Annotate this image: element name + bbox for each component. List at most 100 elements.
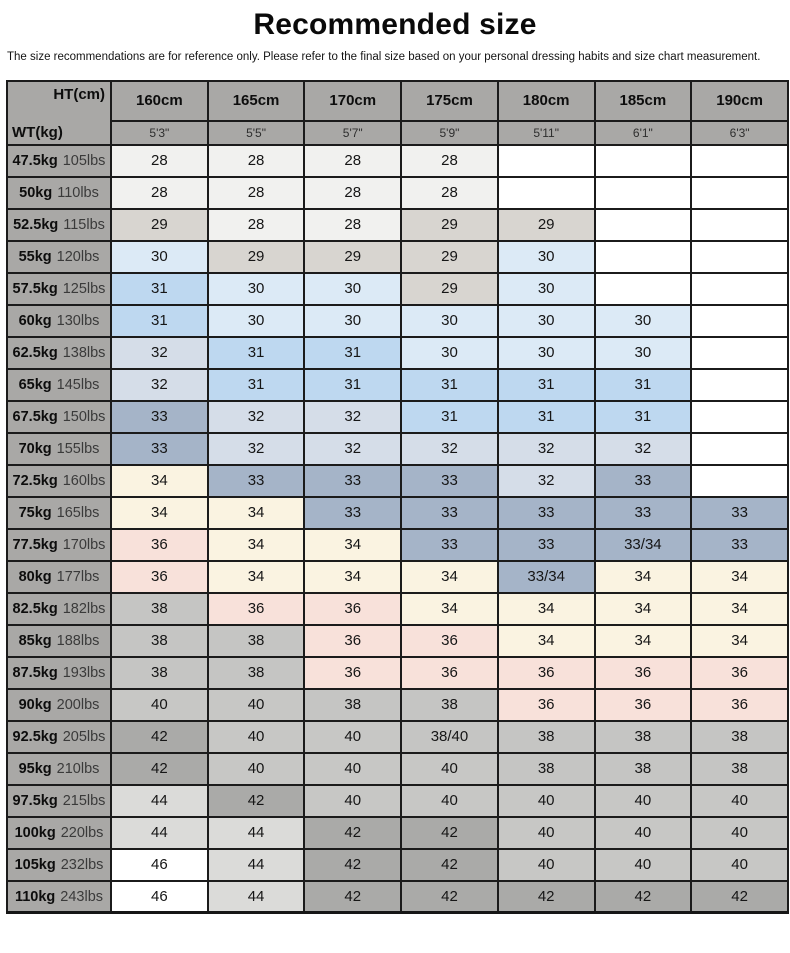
table-row: 80kg 177lbs 36 34 34 34 33/34 34 34 bbox=[6, 559, 789, 594]
table-row: 90kg 200lbs 40 40 38 38 36 36 36 bbox=[6, 687, 789, 722]
height-header-ft: 6'3" bbox=[690, 119, 789, 146]
size-cell: 40 bbox=[303, 783, 403, 818]
size-cell: 32 bbox=[400, 431, 499, 466]
height-header-cm: 180cm bbox=[496, 79, 596, 122]
weight-kg: 70kg bbox=[18, 440, 52, 457]
size-cell: 38 bbox=[690, 719, 789, 754]
empty-cell bbox=[690, 399, 789, 434]
size-cell: 34 bbox=[400, 591, 499, 626]
size-cell: 31 bbox=[400, 399, 499, 434]
size-cell: 31 bbox=[400, 367, 499, 402]
table-row: 97.5kg 215lbs 44 42 40 40 40 40 40 bbox=[6, 783, 789, 818]
size-cell: 34 bbox=[110, 463, 209, 498]
empty-cell bbox=[690, 367, 789, 402]
size-cell: 38 bbox=[110, 655, 209, 690]
size-cell: 42 bbox=[400, 847, 499, 882]
size-cell: 33/34 bbox=[496, 559, 596, 594]
size-cell: 38 bbox=[110, 623, 209, 658]
size-cell: 31 bbox=[110, 271, 209, 306]
weight-lbs: 170lbs bbox=[62, 536, 106, 553]
height-header-cm: 190cm bbox=[690, 79, 789, 122]
weight-lbs: 150lbs bbox=[62, 408, 106, 425]
size-cell: 29 bbox=[400, 239, 499, 274]
weight-lbs: 188lbs bbox=[56, 632, 100, 649]
table-row: 77.5kg 170lbs 36 34 34 33 33 33/34 33 bbox=[6, 527, 789, 562]
size-cell: 38 bbox=[593, 719, 693, 754]
height-header-ft: 5'5" bbox=[206, 119, 306, 146]
size-cell: 36 bbox=[496, 687, 596, 722]
height-cm-row: HT(cm) WT(kg) 160cm 165cm 170cm 175cm 18… bbox=[6, 79, 789, 146]
size-cell: 40 bbox=[593, 815, 693, 850]
empty-cell bbox=[690, 239, 789, 274]
table-row: 72.5kg 160lbs 34 33 33 33 32 33 bbox=[6, 463, 789, 498]
size-cell: 40 bbox=[303, 751, 403, 786]
weight-lbs: 232lbs bbox=[60, 856, 104, 873]
size-cell: 38 bbox=[593, 751, 693, 786]
weight-label: 55kg 120lbs bbox=[6, 239, 112, 274]
weight-kg: 67.5kg bbox=[12, 408, 58, 425]
size-cell: 40 bbox=[400, 751, 499, 786]
weight-kg: 47.5kg bbox=[12, 152, 58, 169]
size-cell: 36 bbox=[496, 655, 596, 690]
weight-lbs: 110lbs bbox=[57, 184, 99, 201]
size-cell: 42 bbox=[110, 751, 209, 786]
size-cell: 29 bbox=[303, 239, 403, 274]
size-cell: 28 bbox=[110, 175, 209, 210]
weight-lbs: 182lbs bbox=[62, 600, 106, 617]
weight-kg: 97.5kg bbox=[12, 792, 58, 809]
size-cell: 38 bbox=[206, 623, 306, 658]
weight-label: 110kg 243lbs bbox=[6, 879, 112, 914]
weight-lbs: 215lbs bbox=[62, 792, 106, 809]
size-cell: 29 bbox=[206, 239, 306, 274]
size-cell: 33 bbox=[400, 495, 499, 530]
weight-lbs: 130lbs bbox=[56, 312, 100, 329]
weight-kg: 57.5kg bbox=[12, 280, 58, 297]
size-cell: 44 bbox=[206, 847, 306, 882]
corner-wt-label: WT(kg) bbox=[12, 123, 63, 141]
weight-label: 75kg 165lbs bbox=[6, 495, 112, 530]
size-cell: 36 bbox=[303, 623, 403, 658]
size-table-body: 47.5kg 105lbs 28 28 28 28 50kg 110lbs 28 28 28 28 52… bbox=[6, 143, 789, 914]
size-cell: 33 bbox=[400, 463, 499, 498]
size-cell: 40 bbox=[593, 847, 693, 882]
empty-cell bbox=[496, 143, 596, 178]
weight-lbs: 105lbs bbox=[62, 152, 106, 169]
size-cell: 42 bbox=[206, 783, 306, 818]
weight-kg: 92.5kg bbox=[12, 728, 58, 745]
weight-kg: 60kg bbox=[18, 312, 52, 329]
empty-cell bbox=[593, 175, 693, 210]
size-cell: 29 bbox=[496, 207, 596, 242]
table-row: 105kg 232lbs 46 44 42 42 40 40 40 bbox=[6, 847, 789, 882]
table-row: 87.5kg 193lbs 38 38 36 36 36 36 36 bbox=[6, 655, 789, 690]
table-row: 85kg 188lbs 38 38 36 36 34 34 34 bbox=[6, 623, 789, 658]
size-cell: 33/34 bbox=[593, 527, 693, 562]
table-row: 57.5kg 125lbs 31 30 30 29 30 bbox=[6, 271, 789, 306]
size-cell: 28 bbox=[303, 143, 403, 178]
size-cell: 40 bbox=[593, 783, 693, 818]
size-cell: 34 bbox=[593, 623, 693, 658]
page-title: Recommended size bbox=[253, 8, 537, 41]
size-cell: 34 bbox=[206, 559, 306, 594]
weight-label: 47.5kg 105lbs bbox=[6, 143, 112, 178]
size-cell: 44 bbox=[110, 815, 209, 850]
size-cell: 33 bbox=[593, 495, 693, 530]
size-cell: 46 bbox=[110, 847, 209, 882]
weight-lbs: 120lbs bbox=[56, 248, 100, 265]
size-cell: 40 bbox=[690, 815, 789, 850]
size-cell: 29 bbox=[400, 207, 499, 242]
table-row: 60kg 130lbs 31 30 30 30 30 30 bbox=[6, 303, 789, 338]
empty-cell bbox=[593, 239, 693, 274]
size-cell: 42 bbox=[400, 879, 499, 914]
size-cell: 34 bbox=[303, 559, 403, 594]
size-cell: 33 bbox=[593, 463, 693, 498]
empty-cell bbox=[690, 303, 789, 338]
weight-kg: 80kg bbox=[18, 568, 52, 585]
weight-lbs: 220lbs bbox=[60, 824, 104, 841]
size-cell: 33 bbox=[496, 527, 596, 562]
size-cell: 28 bbox=[303, 175, 403, 210]
weight-label: 95kg 210lbs bbox=[6, 751, 112, 786]
table-row: 82.5kg 182lbs 38 36 36 34 34 34 34 bbox=[6, 591, 789, 626]
size-cell: 28 bbox=[303, 207, 403, 242]
size-cell: 42 bbox=[690, 879, 789, 914]
height-header-cm: 185cm bbox=[593, 79, 693, 122]
